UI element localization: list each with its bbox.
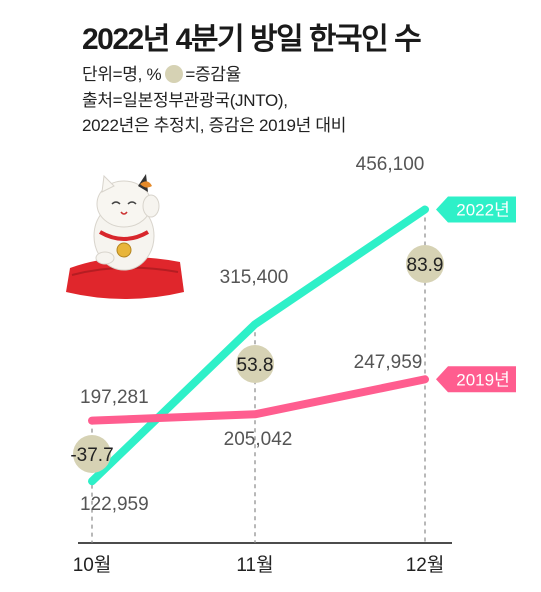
series-tag-1 xyxy=(436,366,516,393)
chart-title: 2022년 4분기 방일 한국인 수 xyxy=(82,23,422,56)
series-line-1 xyxy=(88,375,429,425)
change-bubble-1 xyxy=(236,345,274,383)
lucky-cat-illustration xyxy=(66,174,184,299)
change-bubbles: -37.7 53.8 83.9 xyxy=(70,245,444,473)
value-label-1-2: 247,959 xyxy=(354,352,423,373)
source-note: 출처=일본정부관광국(JNTO), xyxy=(82,91,288,110)
series-lines xyxy=(88,205,429,486)
value-label-0-1: 315,400 xyxy=(220,267,289,288)
change-label-1: 53.8 xyxy=(237,355,274,376)
value-label-1-0: 197,281 xyxy=(80,387,149,408)
estimate-note: 2022년은 추정치, 증감은 2019년 대비 xyxy=(82,116,347,135)
series-tags: 2022년 2019년 xyxy=(436,196,516,393)
unit-legend: 단위=명, % =증감율 xyxy=(82,60,241,85)
change-legend-swatch xyxy=(165,65,184,83)
change-bubble-0 xyxy=(73,435,111,473)
series-tag-label-0: 2022년 xyxy=(456,200,509,219)
unit-text: 단위=명, % xyxy=(82,65,162,84)
x-tick-labels: 10월 11월 12월 xyxy=(73,554,445,576)
series-tag-0 xyxy=(436,196,516,223)
x-tick-1: 11월 xyxy=(236,554,273,576)
series-tag-label-1: 2019년 xyxy=(456,370,509,389)
x-tick-2: 12월 xyxy=(406,554,445,576)
value-labels: 122,959 315,400 456,100 197,281 205,042 247,9… xyxy=(80,154,424,515)
value-label-0-2: 456,100 xyxy=(356,154,425,175)
change-label-0: -37.7 xyxy=(70,445,113,466)
series-line-0 xyxy=(88,205,429,486)
value-label-1-1: 205,042 xyxy=(224,429,293,450)
change-legend-text: =증감율 xyxy=(185,65,241,84)
change-label-2: 83.9 xyxy=(407,255,444,276)
value-label-0-0: 122,959 xyxy=(80,494,149,515)
x-tick-0: 10월 xyxy=(73,554,112,576)
change-bubble-2 xyxy=(406,245,444,283)
